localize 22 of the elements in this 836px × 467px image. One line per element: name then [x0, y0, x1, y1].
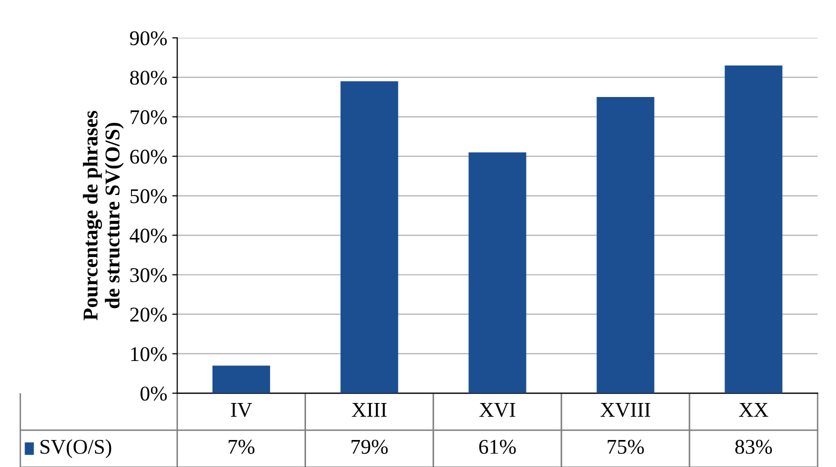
- data-label: 75%: [608, 440, 644, 454]
- x-tick-label: XVI: [479, 403, 516, 418]
- y-tick-label: 90%: [130, 31, 167, 46]
- x-tick-label: XVIII: [600, 403, 650, 418]
- y-tick-label: 20%: [130, 308, 167, 322]
- y-tick-label: 40%: [130, 228, 167, 243]
- y-tick-label: 0%: [140, 386, 167, 401]
- y-tick-label: 60%: [130, 150, 167, 164]
- y-axis-title: Pourcentage de phrases de structure SV(O/S): [82, 110, 124, 320]
- x-tick-label: XIII: [352, 403, 387, 417]
- data-label: 61%: [479, 440, 516, 454]
- data-label: 83%: [735, 440, 772, 454]
- y-tick-label: 10%: [131, 347, 167, 362]
- y-tick-label: 50%: [130, 189, 167, 204]
- legend-label: SV(O/S): [40, 439, 112, 458]
- x-tick-label: IV: [231, 403, 252, 418]
- y-tick-label: 70%: [130, 110, 167, 124]
- x-tick-label: XX: [738, 403, 768, 417]
- data-label: 79%: [352, 440, 388, 454]
- y-tick-label: 30%: [130, 268, 167, 282]
- data-label: 7%: [228, 440, 254, 454]
- y-tick-label: 80%: [130, 70, 167, 85]
